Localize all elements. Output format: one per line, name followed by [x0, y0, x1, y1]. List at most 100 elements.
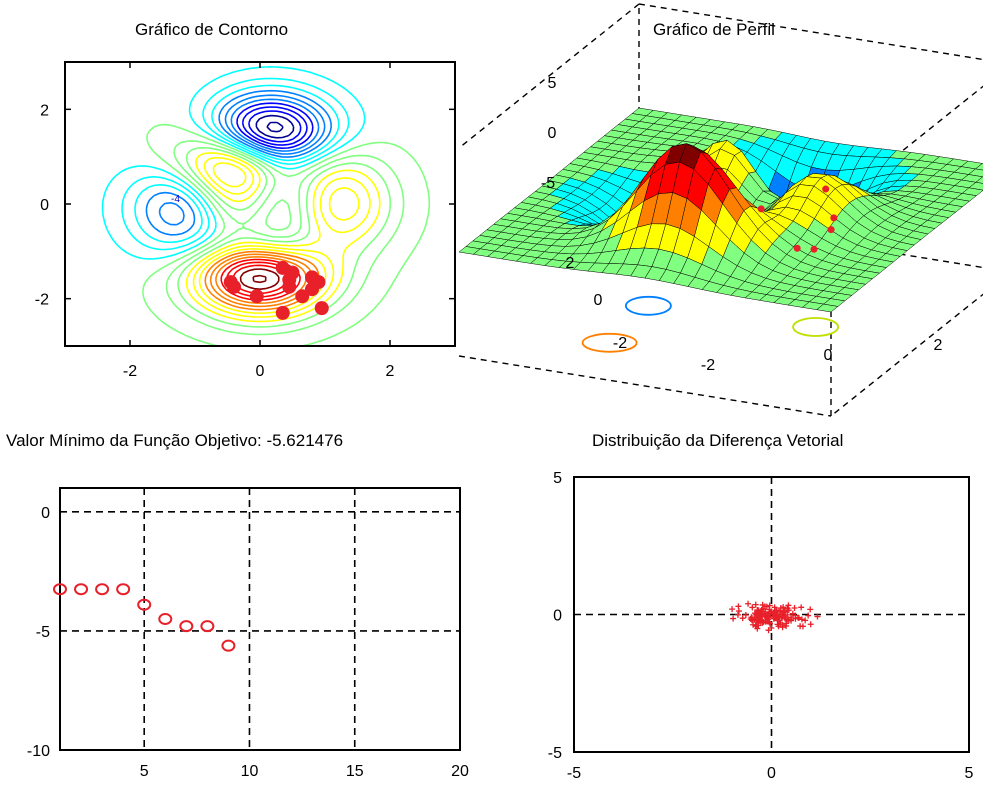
y-tick-label: -5: [548, 745, 562, 762]
solution-point: [822, 185, 830, 193]
floor-contour: [581, 332, 638, 353]
solution-point: [793, 244, 801, 252]
solution-point: [249, 289, 264, 304]
z-tick-label: -5: [541, 175, 555, 192]
solution-point: [314, 301, 329, 316]
data-point: [116, 583, 131, 596]
data-point: [749, 604, 756, 611]
data-point: [95, 583, 110, 596]
contour-line: [185, 152, 381, 323]
objective-chart: 5 10 15 20 0 -5 -10: [27, 487, 469, 780]
surface-title: Gráfico de Perfil: [653, 20, 775, 39]
data-point: [200, 620, 215, 633]
data-point: [780, 604, 787, 611]
x-tick-label: 5: [965, 765, 974, 782]
axes-edge: [458, 3, 640, 149]
data-point: [802, 617, 809, 624]
solution-point: [305, 282, 319, 297]
y-tick-label: -5: [36, 624, 50, 641]
data-point: [730, 615, 737, 622]
data-point: [752, 623, 759, 630]
data-point: [774, 621, 781, 628]
data-point: [753, 614, 760, 621]
contour-line: [134, 84, 340, 244]
data-point: [814, 613, 821, 620]
contour-label: -4: [171, 194, 180, 205]
contour-line: [252, 274, 267, 284]
x-tick-label: -2: [701, 357, 715, 374]
solution-point: [282, 279, 297, 294]
data-point: [792, 615, 799, 622]
data-point: [769, 610, 776, 617]
data-point: [766, 619, 773, 626]
contour-line: [266, 121, 284, 133]
contour-line: [145, 89, 332, 236]
contour-line: [142, 123, 431, 346]
surface-panel: Gráfico de Perfil 5 0 -5 2 0 -2 -2 0 2: [458, 0, 983, 417]
surface-cell: [975, 176, 983, 184]
y-tick-label: 2: [566, 255, 575, 272]
surface-cell: [974, 163, 983, 171]
data-point: [739, 615, 746, 622]
y-tick-label: 2: [40, 102, 49, 119]
data-point: [784, 607, 791, 614]
contour-panel: Gráfico de Contorno -4 -2 0 2 2 0 -2: [0, 0, 490, 390]
contour-line: [248, 110, 302, 143]
data-point: [221, 639, 236, 652]
data-point: [766, 602, 773, 609]
axes-edge: [458, 355, 832, 417]
x-tick-label: 15: [346, 763, 364, 780]
data-point: [805, 612, 812, 619]
axes-edge: [638, 3, 983, 61]
data-point: [735, 603, 742, 610]
data-point: [773, 607, 780, 614]
data-point: [754, 606, 761, 613]
data-point: [742, 611, 749, 618]
contour-line: [177, 146, 392, 328]
data-point: [179, 620, 194, 633]
contour-line: [241, 106, 308, 146]
contour-line: [236, 102, 314, 149]
surface-cell: [816, 303, 839, 313]
x-tick-label: 2: [934, 337, 943, 354]
y-tick-label: 0: [40, 197, 49, 214]
data-point: [764, 616, 771, 623]
data-point: [798, 616, 805, 623]
axes-box: [573, 476, 970, 753]
data-point: [53, 583, 67, 596]
solution-point: [295, 289, 310, 304]
contour-line: [192, 156, 371, 318]
data-point: [807, 606, 814, 613]
data-point: [785, 616, 792, 623]
x-tick-label: 5: [140, 763, 149, 780]
solution-point: [830, 214, 838, 222]
x-tick-label: 0: [256, 363, 265, 380]
data-point: [734, 611, 741, 618]
data-point: [779, 624, 786, 631]
data-point: [774, 615, 781, 622]
contour-line: [158, 94, 326, 226]
objective-title: Valor Mínimo da Função Objetivo: -5.6214…: [6, 431, 344, 450]
contour-chart: -4 -2 0 2 2 0 -2: [35, 61, 456, 380]
data-point: [797, 623, 804, 630]
data-point: [761, 603, 768, 610]
data-point: [137, 598, 152, 611]
data-point: [765, 627, 772, 634]
data-point: [781, 613, 788, 620]
y-tick-label: -2: [613, 335, 627, 352]
vector-chart: -5 0 5 5 0 -5: [548, 470, 974, 782]
solution-point: [757, 205, 765, 213]
floor-contour: [624, 295, 672, 316]
floor-contour: [792, 317, 840, 337]
x-tick-label: 0: [767, 765, 776, 782]
data-point: [791, 605, 798, 612]
y-tick-label: 0: [553, 608, 562, 625]
data-point: [757, 612, 764, 619]
surface-mesh: [458, 107, 983, 313]
y-tick-label: 0: [594, 292, 603, 309]
y-tick-label: -10: [27, 743, 50, 760]
axes-box: [59, 487, 461, 751]
x-tick-label: -5: [567, 765, 581, 782]
data-point: [807, 621, 814, 628]
z-tick-label: 0: [548, 125, 557, 142]
